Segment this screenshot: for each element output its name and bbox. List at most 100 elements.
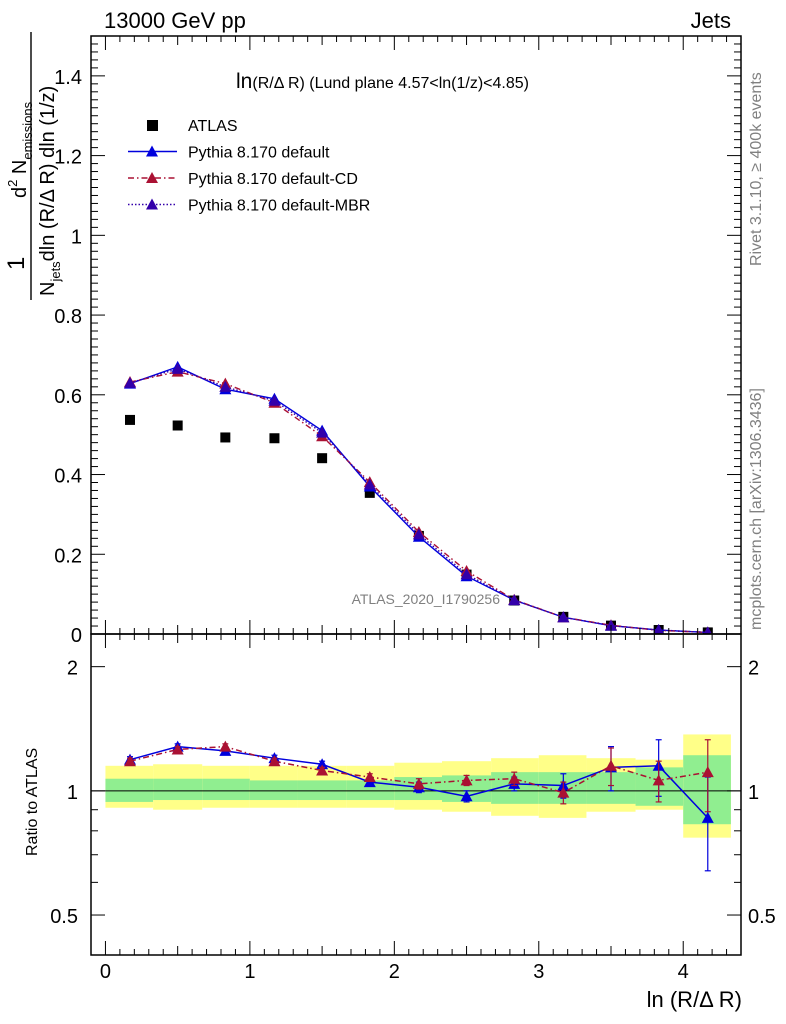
header-left: 13000 GeV pp [104, 8, 246, 33]
ratio-ytick-label-right: 0.5 [748, 906, 776, 928]
ratio-plot-frame [90, 633, 742, 956]
mc-point-marker [219, 380, 232, 392]
ratio-band-inner [297, 780, 347, 801]
plot-title-paren: (R/Δ R) [252, 75, 304, 92]
ratio-band-inner [202, 778, 250, 801]
main-y-axis-label: 1 d2 Nemissions Njetsdln (R/Δ R) dln (1/… [3, 32, 63, 300]
ratio-ytick-labels: 0.5 0.5 1 1 2 2 [50, 658, 776, 928]
ratio-point-marker [557, 786, 570, 798]
ratio-point-marker [268, 755, 281, 767]
plot-title-ln: ln [236, 70, 252, 93]
ylabel-numerator: d2 Nemissions [5, 101, 35, 198]
ratio-point-marker [124, 755, 136, 767]
atlas-data-point [269, 433, 280, 444]
ratio-ytick-label-left: 0.5 [50, 906, 78, 928]
ratio-band-inner [635, 767, 684, 806]
xtick-label: 1 [244, 961, 255, 983]
main-ytick-label: 0.8 [54, 306, 82, 328]
ratio-point-marker [605, 759, 617, 771]
main-ytick-label: 0.6 [54, 386, 82, 408]
legend: ATLAS Pythia 8.170 default Pythia 8.170 de… [128, 118, 370, 215]
xtick-labels: 0 1 2 3 4 [100, 961, 689, 983]
ratio-band-inner [249, 780, 298, 801]
mc-point-marker [460, 568, 473, 580]
xtick-label: 4 [678, 961, 689, 983]
ratio-series-group [124, 739, 714, 872]
atlas-data-point [172, 420, 183, 431]
legend-marker-triangle [146, 172, 158, 183]
x-axis-label: ln (R/Δ R) [647, 987, 742, 1012]
rivet-label: Rivet 3.1.10, ≥ 400k events [748, 72, 765, 266]
ratio-ytick-label-left: 1 [67, 782, 78, 804]
ratio-ytick-label-right: 2 [748, 658, 759, 680]
plot-title: ln(R/Δ R) (Lund plane 4.57<ln(1/z)<4.85) [236, 70, 529, 93]
mc-point-marker [508, 594, 521, 606]
ratio-band-inner [683, 755, 731, 825]
main-ytick-label: 1.2 [54, 147, 82, 169]
mc-point-marker [703, 626, 712, 634]
ratio-point-marker [652, 774, 665, 786]
mcplots-label: mcplots.cern.ch [arXiv:1306.3436] [748, 388, 765, 630]
ratio-point-marker [701, 766, 714, 778]
mc-point-marker [557, 611, 570, 623]
ylabel-denominator: Njetsdln (R/Δ R) dln (1/z) [37, 86, 63, 296]
main-ytick-label: 0.2 [54, 545, 82, 567]
ratio-point-marker [171, 743, 184, 755]
main-ytick-label: 0.4 [54, 466, 82, 488]
ylabel-num-sup: 2 [5, 180, 20, 187]
ratio-point-marker [460, 790, 473, 802]
legend-label: Pythia 8.170 default-CD [188, 171, 358, 188]
ylabel-den-sub: jets [48, 261, 63, 283]
ylabel-den-rest: dln (R/Δ R) dln (1/z) [37, 86, 59, 262]
ratio-point-marker [316, 758, 329, 770]
axis-ticks [90, 35, 742, 955]
ylabel-den-n: N [37, 282, 59, 296]
ylabel-num-sub: emissions [20, 101, 35, 159]
legend-marker-triangle [146, 145, 158, 157]
ratio-band-inner [346, 780, 395, 801]
header-right: Jets [691, 8, 731, 33]
legend-label: ATLAS [188, 118, 238, 135]
atlas-data-point [364, 487, 375, 498]
ratio-point-marker [460, 774, 473, 786]
ratio-point-marker [412, 777, 425, 789]
legend-label: Pythia 8.170 default-MBR [188, 198, 370, 215]
ratio-uncertainty-bands [105, 734, 731, 838]
main-ytick-label: 1.4 [54, 67, 82, 89]
ratio-band-inner [153, 778, 203, 801]
main-series-group [124, 360, 713, 634]
legend-label: Pythia 8.170 default [188, 145, 330, 162]
xtick-label: 0 [100, 961, 111, 983]
ylabel-num-d: d [9, 187, 31, 198]
ylabel-num-n: N [9, 160, 31, 180]
mc-point-marker [412, 528, 425, 540]
legend-marker-triangle [146, 198, 158, 210]
mc-point-marker [363, 478, 376, 490]
ratio-ytick-label-left: 2 [67, 658, 78, 680]
ratio-point-marker [508, 772, 521, 784]
mc-point-marker [268, 394, 281, 406]
main-ytick-labels: 0 0.2 0.4 0.6 0.8 1 1.2 1.4 [54, 67, 82, 647]
ratio-ytick-label-right: 1 [748, 782, 759, 804]
ratio-point-marker [316, 764, 329, 776]
atlas-data-point [125, 414, 135, 425]
main-ytick-label: 0 [71, 625, 82, 647]
ratio-point-marker [219, 740, 232, 752]
ratio-band-inner [105, 778, 154, 802]
analysis-watermark: ATLAS_2020_I1790256 [352, 591, 501, 607]
atlas-data-point [317, 453, 328, 464]
xtick-label: 3 [533, 961, 544, 983]
ratio-y-axis-label: Ratio to ATLAS [24, 748, 41, 856]
mc-point-marker [316, 426, 329, 438]
legend-marker-square [147, 120, 158, 131]
plot-title-rest: (Lund plane 4.57<ln(1/z)<4.85) [305, 75, 529, 92]
ratio-point-marker [363, 771, 376, 783]
ratio-point-marker [701, 811, 714, 823]
mc-point-marker [124, 376, 136, 388]
mc-point-marker [653, 624, 665, 634]
ylabel-num-one: 1 [3, 257, 30, 270]
main-ytick-label: 1 [71, 226, 82, 248]
atlas-data-point [220, 432, 231, 443]
xtick-label: 2 [389, 961, 400, 983]
